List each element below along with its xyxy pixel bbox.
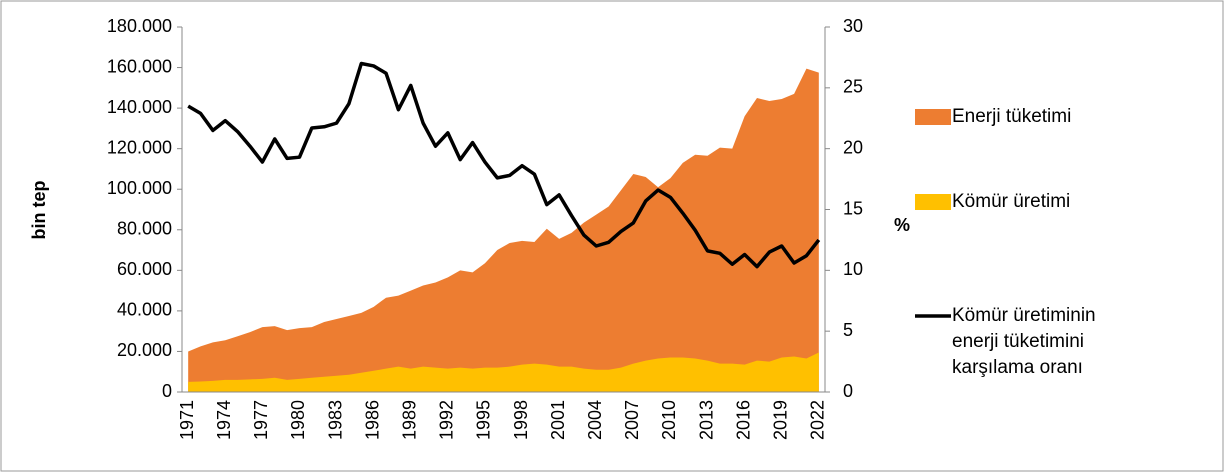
y-tick-label: 100.000: [107, 178, 172, 198]
y-axis-label: bin tep: [29, 181, 49, 240]
y2-tick-label: 5: [843, 320, 853, 340]
legend-label: Kömür üretiminin enerji tüketimini karşı…: [952, 305, 1096, 378]
x-tick-label: 1986: [362, 400, 382, 440]
x-tick-label: 2007: [622, 400, 642, 440]
y2-axis-label: %: [894, 215, 910, 235]
y2-tick-label: 30: [843, 16, 863, 36]
x-tick-label: 1974: [214, 400, 234, 440]
x-tick-label: 2013: [696, 400, 716, 440]
y-tick-label: 160.000: [107, 56, 172, 76]
y-tick-label: 180.000: [107, 16, 172, 36]
y-tick-label: 80.000: [117, 219, 172, 239]
y2-tick-label: 0: [843, 381, 853, 401]
legend-swatch: [915, 194, 951, 210]
y2-tick-label: 10: [843, 259, 863, 279]
legend-label: Kömür üretimi: [952, 191, 1071, 212]
y2-tick-label: 25: [843, 77, 863, 97]
x-tick-label: 1992: [437, 400, 457, 440]
legend-label: Enerji tüketimi: [952, 106, 1072, 127]
x-tick-label: 2010: [659, 400, 679, 440]
y-tick-label: 20.000: [117, 340, 172, 360]
line: [187, 61, 821, 269]
x-tick-label: 1998: [511, 400, 531, 440]
x-tick-label: 1989: [400, 400, 420, 440]
y2-tick-label: 20: [843, 137, 863, 157]
x-tick-label: 1980: [288, 400, 308, 440]
y2-tick-label: 15: [843, 198, 863, 218]
x-tick-label: 2001: [548, 400, 568, 440]
y-tick-label: 40.000: [117, 300, 172, 320]
y-tick-label: 140.000: [107, 97, 172, 117]
y-tick-label: 0: [162, 381, 172, 401]
y-tick-label: 60.000: [117, 259, 172, 279]
x-tick-label: 1983: [325, 400, 345, 440]
x-tick-label: 2019: [770, 400, 790, 440]
x-tick-label: 1977: [251, 400, 271, 440]
area: [188, 68, 819, 392]
x-tick-label: 1995: [474, 400, 494, 440]
x-tick-label: 2004: [585, 400, 605, 440]
x-tick-label: 2022: [808, 400, 828, 440]
area: [188, 352, 819, 392]
y-tick-label: 120.000: [107, 137, 172, 157]
x-tick-label: 1971: [177, 400, 197, 440]
legend-swatch: [915, 109, 951, 125]
x-tick-label: 2016: [733, 400, 753, 440]
